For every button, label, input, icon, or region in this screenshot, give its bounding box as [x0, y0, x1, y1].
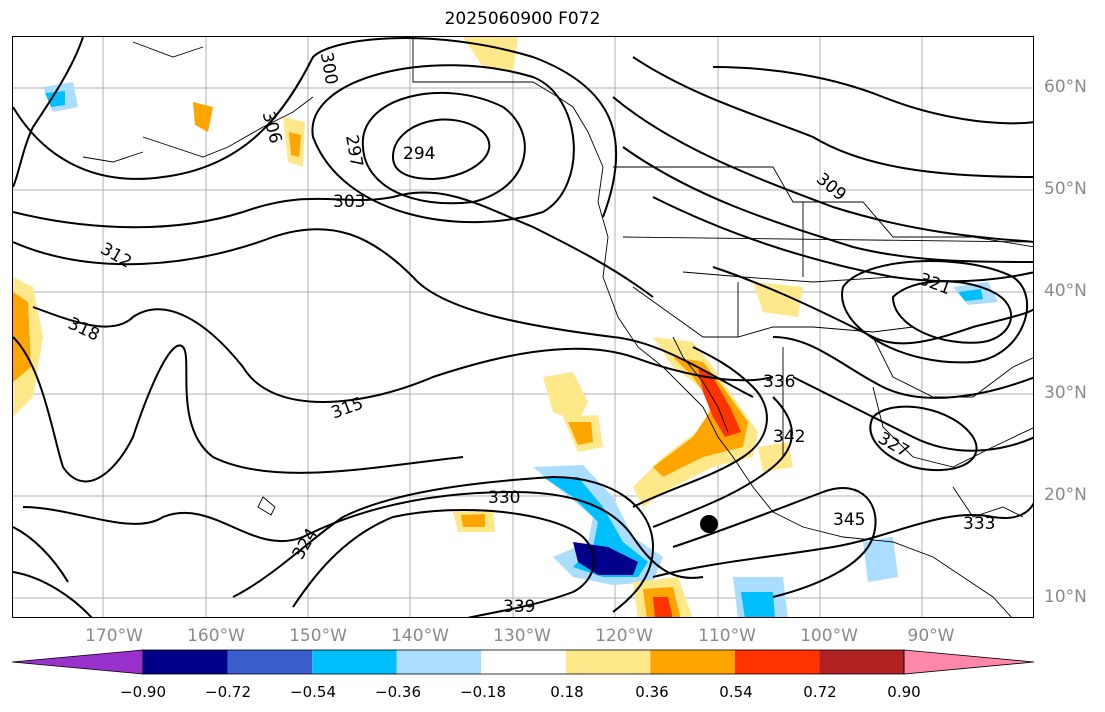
colorbar-tick: −0.90: [120, 683, 166, 701]
contour-label: 297: [341, 133, 366, 168]
colorbar-tick: 0.18: [550, 683, 584, 701]
contour-label: 330: [488, 488, 520, 508]
colorbar-swatch: [481, 650, 566, 674]
contour-label: 306: [258, 109, 286, 146]
colorbar-tick: −0.54: [290, 683, 336, 701]
colorbar-swatch: [396, 650, 482, 674]
colorbar-extend-high: [903, 649, 1035, 675]
graticule: [13, 37, 1033, 617]
colorbar-tick: −0.72: [205, 683, 251, 701]
lat-label-30n: 30°N: [1044, 383, 1087, 403]
colorbar-swatch: [734, 650, 820, 674]
contours: [13, 37, 1033, 617]
contour-label: 345: [833, 510, 865, 530]
lon-label-120w: 120°W: [595, 626, 653, 646]
contour-label: 333: [963, 514, 995, 534]
lon-label-130w: 130°W: [493, 626, 551, 646]
lon-label-160w: 160°W: [187, 626, 245, 646]
map-title: 2025060900 F072: [444, 9, 601, 29]
colorbar-swatch: [312, 650, 397, 674]
lat-label-20n: 20°N: [1044, 485, 1087, 505]
colorbar-tick: 0.36: [635, 683, 669, 701]
storm-center-marker: [700, 515, 718, 533]
colorbar-swatch: [650, 650, 735, 674]
map-svg: 294 297 300 303 306 309 312 315 318 321 …: [13, 37, 1033, 617]
colorbar-frame: [142, 649, 905, 675]
colorbar-tick: 0.54: [719, 683, 753, 701]
lon-label-150w: 150°W: [289, 626, 347, 646]
contour-label: 342: [773, 427, 805, 447]
colorbar-tick: 0.72: [803, 683, 837, 701]
colorbar-swatch: [819, 650, 904, 674]
contour-label: 300: [316, 51, 341, 86]
lat-label-60n: 60°N: [1044, 77, 1087, 97]
coastlines: [82, 37, 1033, 617]
lon-label-140w: 140°W: [391, 626, 449, 646]
contour-label: 303: [333, 192, 365, 212]
colorbar-swatch: [565, 650, 651, 674]
colorbar-tick: 0.90: [887, 683, 921, 701]
lat-label-10n: 10°N: [1044, 587, 1087, 607]
contour-label: 309: [812, 169, 850, 205]
lat-label-50n: 50°N: [1044, 179, 1087, 199]
lon-label-110w: 110°W: [698, 626, 756, 646]
contour-label: 294: [403, 144, 435, 164]
colorbar-swatch: [143, 650, 228, 674]
lon-label-90w: 90°W: [907, 626, 955, 646]
contour-label: 315: [329, 394, 366, 424]
map-panel: 294 297 300 303 306 309 312 315 318 321 …: [12, 36, 1034, 618]
contour-label: 336: [763, 372, 795, 392]
shading: [13, 37, 998, 617]
colorbar-extend-low: [11, 649, 144, 675]
lon-label-170w: 170°W: [85, 626, 143, 646]
contour-labels: 294 297 300 303 306 309 312 315 318 321 …: [65, 51, 996, 617]
lon-label-100w: 100°W: [800, 626, 858, 646]
colorbar-swatch: [227, 650, 313, 674]
colorbar: [11, 649, 1035, 675]
lat-label-40n: 40°N: [1044, 281, 1087, 301]
contour-label: 318: [65, 314, 103, 346]
colorbar-tick: −0.18: [460, 683, 506, 701]
contour-label: 339: [503, 597, 535, 617]
colorbar-tick: −0.36: [375, 683, 421, 701]
